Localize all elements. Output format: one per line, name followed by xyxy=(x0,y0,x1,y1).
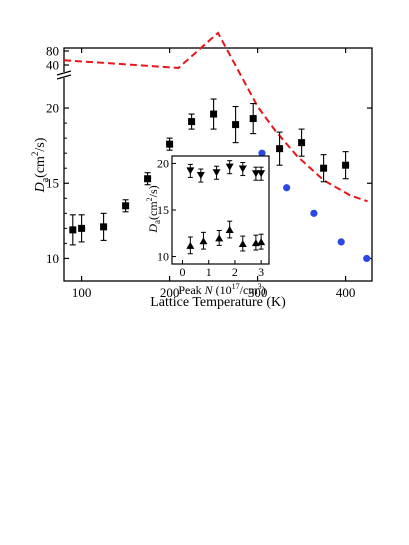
inset-y-tick-label: 10 xyxy=(157,250,169,264)
square-point xyxy=(144,175,152,183)
inset-x-tick-label: 1 xyxy=(206,265,212,279)
y-tick-label-upper: 80 xyxy=(46,44,59,59)
inset-triangle-down-point xyxy=(257,170,266,178)
main-plot-frame xyxy=(63,47,373,282)
y-axis-label-sub: a xyxy=(40,177,51,182)
inset-triangle-down-point xyxy=(186,167,195,175)
x-tick-label: 400 xyxy=(336,285,356,300)
inset-triangle-up-point xyxy=(186,241,195,249)
circle-point xyxy=(283,184,291,192)
x-tick-label: 300 xyxy=(248,285,268,300)
inset-y-axis-label-sub: a xyxy=(152,220,162,224)
square-point xyxy=(298,139,306,147)
inset-y-tick-label: 20 xyxy=(157,156,169,170)
x-axis-label: Lattice Temperature (K) xyxy=(150,295,286,310)
inset-y-axis-label-sup: 2 xyxy=(145,197,154,201)
inset-y-axis-label: Da(cm2/s) xyxy=(145,185,162,233)
inset-y-axis-label-unit: (cm xyxy=(146,201,160,220)
circle-point xyxy=(310,209,318,217)
square-point xyxy=(342,161,350,169)
inset-triangle-up-point xyxy=(257,238,266,246)
square-point xyxy=(69,226,77,234)
inset-y-axis-label-var: D xyxy=(146,224,160,234)
y-axis-label: Da(cm2/s) xyxy=(30,137,51,193)
square-point xyxy=(210,110,218,118)
square-point xyxy=(166,140,174,148)
circle-point xyxy=(258,149,266,157)
y-axis-label-tail: /s) xyxy=(33,137,48,151)
square-point xyxy=(249,115,257,123)
square-point xyxy=(276,145,284,153)
square-point xyxy=(188,118,196,126)
y-axis-label-sup: 2 xyxy=(30,152,40,157)
circle-point xyxy=(337,238,345,246)
circle-point xyxy=(363,254,371,263)
dashed-curve xyxy=(63,31,368,203)
inset-x-tick-label: 3 xyxy=(258,265,264,279)
square-point xyxy=(100,223,108,231)
y-tick-label-upper: 40 xyxy=(46,58,59,73)
square-point xyxy=(232,121,240,129)
square-point xyxy=(78,224,86,232)
inset-x-axis-label-var: N xyxy=(204,283,214,297)
inset-x-axis-label-tail: /cm xyxy=(240,283,259,297)
inset-triangle-up-point xyxy=(225,226,234,234)
inset-y-axis-label-tail: /s) xyxy=(146,185,160,197)
inset-x-axis-label-sup2: 3 xyxy=(258,282,262,291)
y-tick-label: 20 xyxy=(46,101,59,116)
inset-x-tick-label: 2 xyxy=(232,265,238,279)
y-axis-label-var: D xyxy=(33,182,48,193)
inset-x-axis-label-close: ) xyxy=(262,283,266,297)
square-point xyxy=(320,164,328,172)
square-point xyxy=(122,202,130,210)
inset-y-tick-label: 15 xyxy=(157,203,169,217)
inset-triangle-up-point xyxy=(215,234,224,242)
inset-triangle-up-point xyxy=(238,240,247,248)
y-tick-label: 10 xyxy=(46,251,59,266)
inset-x-axis-label-pre: Peak xyxy=(178,283,204,297)
inset-triangle-up-point xyxy=(199,237,208,245)
inset-x-axis-label-unit: (10 xyxy=(213,283,232,297)
inset-triangle-down-point xyxy=(212,169,221,177)
y-axis-label-unit: (cm xyxy=(33,156,48,178)
inset-triangle-down-point xyxy=(196,172,205,180)
inset-x-tick-label: 0 xyxy=(179,265,185,279)
inset-triangle-down-point xyxy=(251,170,260,178)
inset-triangle-down-point xyxy=(225,163,234,171)
x-tick-label: 100 xyxy=(72,285,92,300)
x-tick-label: 200 xyxy=(160,285,180,300)
y-tick-label: 15 xyxy=(46,176,59,191)
inset-triangle-down-point xyxy=(238,165,247,173)
axis-break-mark xyxy=(56,70,72,80)
inset-x-axis-label-sup: 17 xyxy=(232,282,240,291)
inset-x-axis-label: Peak N (1017/cm3) xyxy=(178,282,265,297)
